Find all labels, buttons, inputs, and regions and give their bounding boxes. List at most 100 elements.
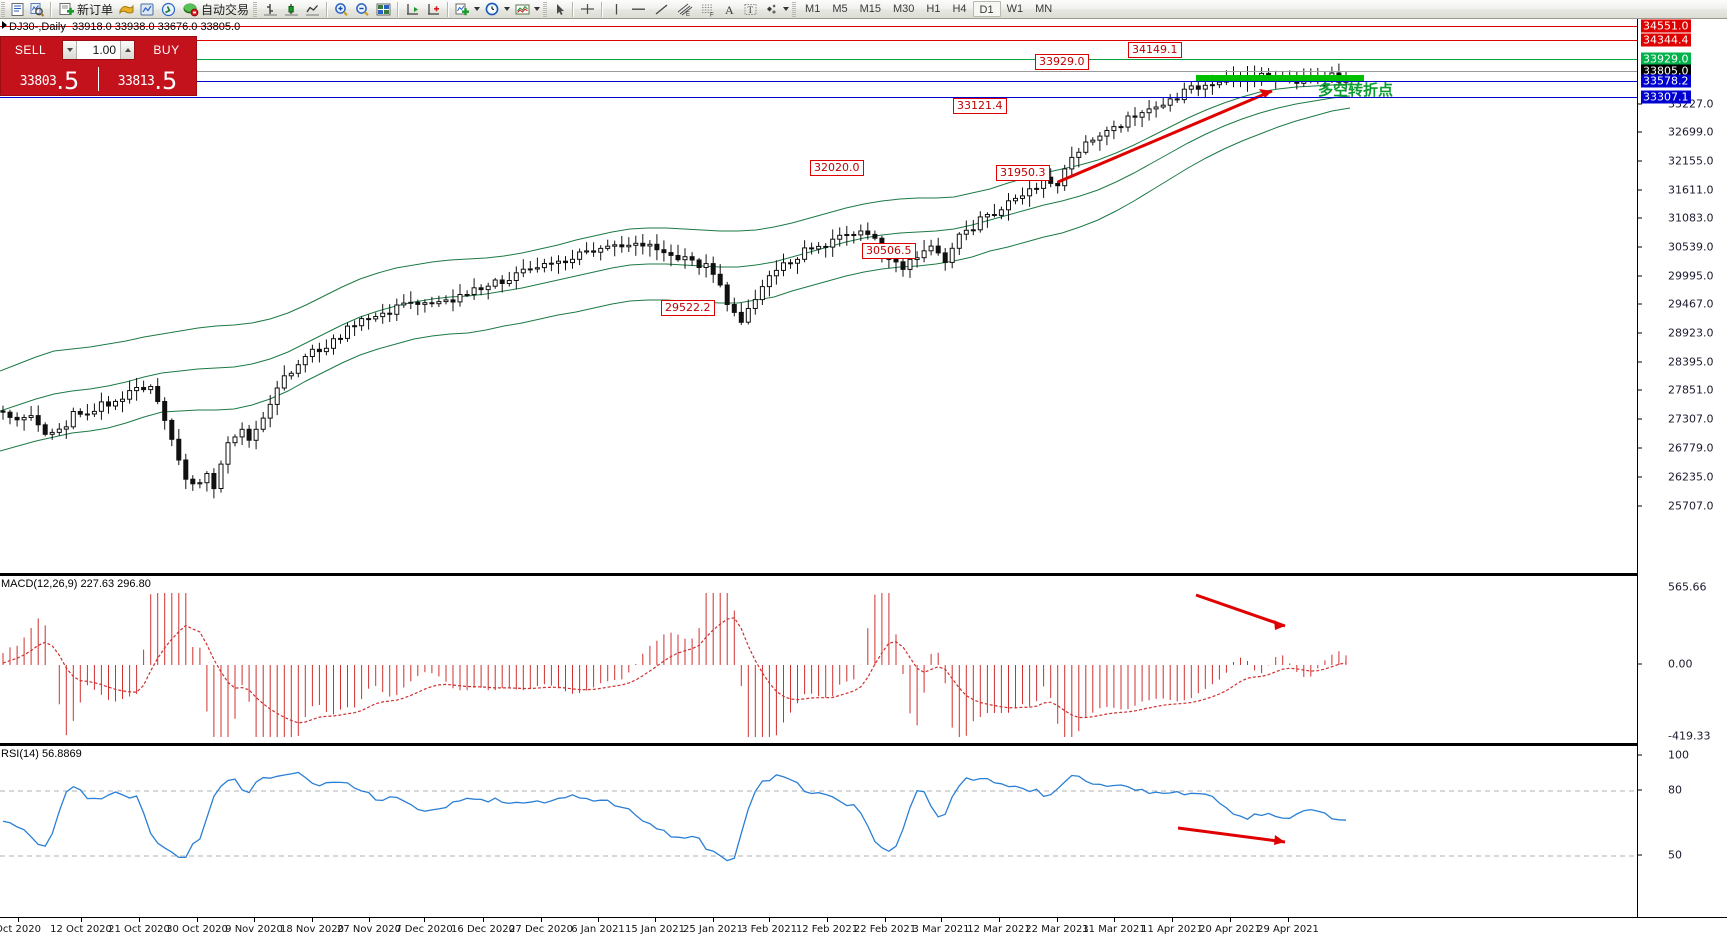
price-label-29522[interactable]: 29522.2 [661, 300, 715, 316]
date-axis-label: 15 Jan 2021 [625, 924, 685, 935]
sell-button[interactable]: 33803.5 [1, 63, 98, 95]
trendline-icon[interactable] [650, 1, 673, 18]
svg-text:F: F [710, 12, 714, 17]
price-label-30506[interactable]: 30506.5 [862, 243, 916, 259]
price-label-33929[interactable]: 33929.0 [1035, 54, 1089, 70]
tab-timeframe-mn[interactable]: MN [1035, 3, 1053, 15]
price-plot-area[interactable]: 34149.1 33929.0 33121.4 31950.3 32020.0 … [0, 19, 1637, 573]
date-axis-label: 12 Mar 2021 [967, 924, 1031, 935]
date-axis-label: 9 Nov 2020 [225, 924, 283, 935]
tab-timeframe-w1[interactable]: W1 [1006, 3, 1024, 15]
tab-timeframe-m15[interactable]: M15 [859, 3, 881, 15]
vertical-line-icon[interactable] [606, 1, 627, 18]
data-window-icon[interactable] [27, 1, 47, 18]
rsi-axis-80: 80 [1668, 783, 1682, 797]
buy-button[interactable]: 33813.5 [99, 63, 196, 95]
equidistant-channel-icon[interactable]: E [673, 1, 696, 18]
line-chart-icon[interactable] [302, 1, 323, 18]
price-label-31950[interactable]: 31950.3 [996, 165, 1050, 181]
shift-end-icon[interactable] [402, 1, 423, 18]
volume-stepper[interactable]: 1.00 [62, 40, 135, 60]
date-tick [769, 918, 770, 922]
new-order-button[interactable]: 新订单 [55, 1, 116, 18]
volume-decrease-button[interactable] [63, 41, 77, 59]
navigator-icon[interactable] [158, 1, 179, 18]
auto-scroll-icon[interactable] [423, 1, 444, 18]
date-tick [424, 918, 425, 922]
price-label-32020[interactable]: 32020.0 [810, 160, 864, 176]
market-watch-icon[interactable] [137, 1, 158, 18]
date-tick [1114, 918, 1115, 922]
auto-trading-button[interactable]: 自动交易 [179, 1, 252, 18]
add-indicator-icon[interactable] [452, 1, 482, 18]
candlestick-chart-icon[interactable] [281, 1, 302, 18]
date-tick [713, 918, 714, 922]
chevron-down-icon-3[interactable] [534, 7, 541, 11]
date-tick [1172, 918, 1173, 922]
fibonacci-icon[interactable]: F [696, 1, 719, 18]
price-line-34551 [0, 26, 1637, 27]
horizontal-line-icon[interactable] [627, 1, 650, 18]
macd-plot-area[interactable] [0, 576, 1637, 743]
date-tick [941, 918, 942, 922]
turning-point-note[interactable]: 多空转折点 [1318, 81, 1394, 99]
main-toolbar: 新订单 自动交易 [0, 0, 1727, 19]
chevron-down-icon[interactable] [474, 7, 481, 11]
period-clock-icon[interactable] [482, 1, 512, 18]
volume-increase-button[interactable] [120, 41, 134, 59]
tab-timeframe-h1[interactable]: H1 [926, 3, 941, 15]
price-chart-pane[interactable]: 34149.1 33929.0 33121.4 31950.3 32020.0 … [0, 19, 1727, 575]
date-axis-label: Oct 2020 [0, 924, 41, 935]
tab-timeframe-h4[interactable]: H4 [952, 3, 967, 15]
resistance-highlight [1196, 75, 1364, 82]
price-label-34149[interactable]: 34149.1 [1128, 42, 1182, 58]
date-axis-label: 11 Apr 2021 [1141, 924, 1203, 935]
price-axis[interactable]: 34551.0 34344.4 33929.0 33805.0 33578.2 … [1637, 19, 1727, 917]
collapse-arrow-icon[interactable] [2, 21, 7, 29]
text-label-icon[interactable]: T [740, 1, 761, 18]
toolbar-grip-4[interactable] [792, 1, 797, 17]
text-icon[interactable]: A [719, 1, 740, 18]
zoom-in-icon[interactable] [331, 1, 352, 18]
shapes-icon[interactable] [761, 1, 791, 18]
one-click-trading-panel[interactable]: SELL 1.00 BUY 33803.5 33813.5 [0, 36, 197, 96]
cursor-icon[interactable] [550, 1, 569, 18]
tab-timeframe-m1[interactable]: M1 [805, 3, 821, 15]
chart-window-icon[interactable] [8, 1, 27, 18]
tab-timeframe-m30[interactable]: M30 [893, 3, 915, 15]
tab-timeframe-d1[interactable]: D1 [972, 1, 1001, 17]
zoom-out-icon[interactable] [352, 1, 373, 18]
date-tick [1230, 918, 1231, 922]
templates-icon[interactable] [512, 1, 542, 18]
crosshair-icon[interactable] [577, 1, 598, 18]
bar-chart-icon[interactable] [260, 1, 281, 18]
chart-grid-icon[interactable] [373, 1, 394, 18]
chart-ohlc-label: 33918.0 33938.0 33676.0 33805.0 [71, 21, 241, 33]
indicators-icon[interactable] [116, 1, 137, 18]
macd-pane[interactable]: MACD(12,26,9) 227.63 296.80 [0, 575, 1727, 745]
svg-text:T: T [748, 5, 754, 15]
chevron-down-icon-2[interactable] [504, 7, 511, 11]
price-label-33121[interactable]: 33121.4 [953, 98, 1007, 114]
toolbar-grip[interactable] [1, 1, 5, 17]
sell-price-decimal: .5 [56, 67, 80, 95]
volume-input[interactable]: 1.00 [92, 43, 116, 57]
order-panel-top-row: SELL 1.00 BUY [1, 37, 196, 63]
rsi-plot-area[interactable] [0, 746, 1637, 917]
axis-tick-32699: 32699.0 [1668, 125, 1714, 139]
price-line-34344 [0, 40, 1637, 41]
order-panel-prices: 33803.5 33813.5 [1, 63, 196, 95]
rsi-pane[interactable]: RSI(14) 56.8869 [0, 745, 1727, 917]
date-tick [598, 918, 599, 922]
date-tick [999, 918, 1000, 922]
chevron-down-icon-4[interactable] [783, 7, 790, 11]
date-tick [312, 918, 313, 922]
buy-price-decimal: .5 [154, 67, 178, 95]
toolbar-separator-4 [447, 1, 450, 17]
axis-tick-25707: 25707.0 [1668, 499, 1714, 513]
toolbar-grip-3[interactable] [543, 1, 548, 17]
tab-timeframe-m5[interactable]: M5 [832, 3, 848, 15]
toolbar-grip-2[interactable] [253, 1, 258, 17]
auto-trading-label: 自动交易 [201, 2, 250, 17]
